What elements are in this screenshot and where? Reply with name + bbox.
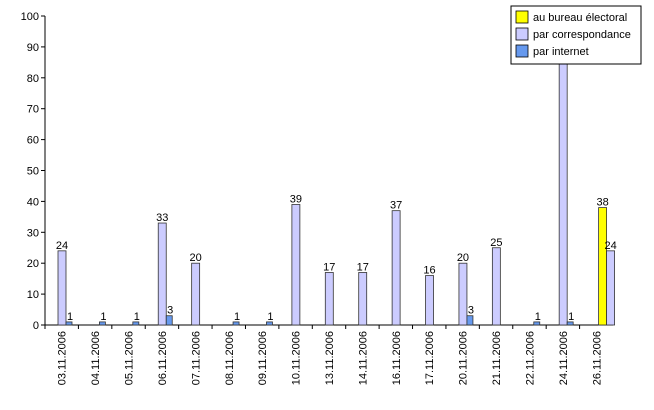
x-tick-label: 24.11.2006 [558, 331, 570, 385]
data-label: 1 [568, 311, 574, 323]
bar-correspondance [358, 272, 368, 326]
x-tick-label: 09.11.2006 [257, 331, 269, 385]
data-label: 1 [234, 311, 240, 323]
data-label: 25 [490, 237, 502, 249]
bar-internet [266, 321, 273, 326]
y-tick-label: 20 [27, 258, 39, 270]
legend-entry: par internet [533, 46, 589, 58]
data-label: 33 [156, 212, 168, 224]
data-label: 38 [596, 197, 608, 209]
legend-box [510, 5, 642, 65]
bars [57, 61, 615, 326]
legend: au bureau électoral par correspondance par… [510, 5, 642, 65]
x-tick-label: 13.11.2006 [324, 331, 336, 385]
bar-correspondance [324, 272, 334, 326]
x-tick-label: 17.11.2006 [424, 331, 436, 385]
data-label: 1 [134, 311, 140, 323]
legend-entry: au bureau électoral [533, 12, 627, 24]
y-tick-label: 10 [27, 289, 39, 301]
bar-internet [65, 321, 73, 326]
bar-correspondance [157, 222, 167, 326]
y-tick-label: 50 [27, 166, 39, 178]
x-axis: 03.11.2006 04.11.2006 05.11.2006 06.11.2006… [44, 324, 613, 385]
x-tick-label: 21.11.2006 [491, 331, 503, 385]
y-tick-label: 70 [27, 104, 39, 116]
bar-correspondance [558, 61, 568, 326]
x-tick-label: 10.11.2006 [291, 331, 303, 385]
x-tick-label: 26.11.2006 [591, 331, 603, 385]
data-label: 16 [423, 265, 435, 277]
data-label: 1 [535, 311, 541, 323]
bar-bureau [598, 207, 607, 326]
y-tick-label: 40 [27, 196, 39, 208]
bar-internet [232, 321, 240, 326]
data-label: 1 [67, 311, 73, 323]
data-label: 3 [468, 305, 474, 317]
y-tick-label: 100 [21, 11, 39, 23]
legend-swatch [515, 10, 529, 24]
bar-correspondance [291, 204, 301, 326]
x-tick-label: 08.11.2006 [224, 331, 236, 385]
bar-internet [99, 321, 106, 326]
bar-correspondance [57, 250, 67, 326]
x-tick-label: 07.11.2006 [190, 331, 202, 385]
bar-internet [566, 321, 574, 326]
bar-internet [165, 315, 173, 326]
legend-swatch [515, 27, 529, 41]
bar-correspondance [425, 275, 434, 326]
bar-internet [533, 321, 541, 326]
x-tick-label: 05.11.2006 [124, 331, 136, 385]
data-label: 3 [167, 305, 173, 317]
data-label: 39 [290, 193, 302, 205]
x-tick-label: 20.11.2006 [458, 331, 470, 385]
bar-correspondance [491, 247, 501, 326]
x-tick-label: 14.11.2006 [357, 331, 369, 385]
data-label: 24 [604, 240, 616, 252]
data-label: 20 [457, 252, 469, 264]
bar-correspondance [191, 262, 201, 326]
bar-internet [132, 321, 140, 326]
data-label: 37 [390, 200, 402, 212]
legend-swatch [515, 44, 529, 58]
y-tick-label: 0 [33, 320, 39, 332]
y-axis: 0 10 20 30 40 50 60 70 80 90 100 [21, 11, 46, 332]
data-label: 17 [357, 261, 369, 273]
data-label: 17 [323, 261, 335, 273]
y-tick-label: 60 [27, 135, 39, 147]
x-tick-label: 03.11.2006 [57, 331, 69, 385]
bar-correspondance [458, 262, 468, 326]
x-tick-label: 22.11.2006 [524, 331, 536, 385]
legend-entry: par correspondance [533, 29, 631, 41]
y-tick-label: 80 [27, 73, 39, 85]
x-tick-label: 04.11.2006 [90, 331, 102, 385]
y-tick-label: 30 [27, 227, 39, 239]
data-label: 24 [56, 240, 68, 252]
data-label: 1 [100, 311, 106, 323]
x-tick-label: 16.11.2006 [391, 331, 403, 385]
x-tick-label: 06.11.2006 [157, 331, 169, 385]
bar-correspondance [391, 210, 401, 326]
data-label: 20 [190, 252, 202, 264]
bar-correspondance [606, 250, 615, 326]
y-tick-label: 90 [27, 42, 39, 54]
bar-internet [466, 315, 474, 326]
data-label: 1 [267, 311, 273, 323]
